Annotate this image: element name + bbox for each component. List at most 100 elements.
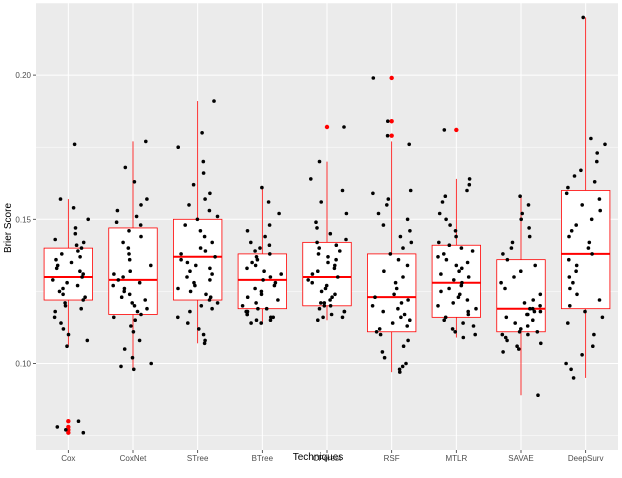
- data-point: [590, 252, 594, 256]
- data-point: [64, 428, 68, 432]
- data-point: [374, 330, 379, 334]
- data-point: [442, 252, 446, 256]
- data-point: [119, 364, 123, 369]
- data-point: [254, 301, 258, 305]
- data-point: [319, 301, 323, 305]
- data-point: [81, 240, 86, 245]
- data-point: [144, 139, 148, 144]
- data-point: [338, 249, 342, 253]
- data-point: [371, 76, 376, 80]
- data-point: [314, 220, 318, 224]
- data-point: [515, 344, 519, 349]
- data-point: [442, 318, 447, 323]
- data-point: [564, 361, 568, 366]
- data-point: [207, 208, 212, 213]
- data-point: [437, 211, 442, 216]
- data-point: [501, 350, 505, 354]
- data-point: [450, 327, 455, 331]
- data-point: [564, 191, 569, 196]
- data-point: [390, 321, 395, 325]
- data-point: [323, 286, 328, 291]
- data-point: [342, 125, 346, 129]
- data-point: [55, 425, 60, 429]
- y-tick-label: 0.10: [15, 359, 31, 368]
- data-point: [54, 257, 58, 262]
- data-point: [567, 234, 571, 239]
- data-point: [203, 197, 207, 201]
- data-point: [215, 214, 220, 219]
- data-point: [580, 353, 584, 357]
- data-point: [122, 289, 126, 294]
- data-point: [453, 229, 458, 233]
- data-point: [273, 280, 278, 285]
- x-tick-label: Cox: [61, 454, 75, 463]
- data-point: [396, 306, 400, 311]
- data-point: [121, 275, 125, 279]
- data-point: [520, 211, 524, 216]
- iqr-box: [561, 190, 611, 310]
- data-point: [245, 312, 249, 317]
- data-point: [332, 266, 337, 271]
- data-point: [112, 315, 116, 320]
- data-point: [528, 306, 532, 311]
- data-point: [333, 263, 337, 268]
- data-point: [401, 344, 406, 349]
- data-point: [334, 257, 338, 262]
- data-point: [334, 243, 339, 247]
- points-savae: [499, 194, 543, 398]
- data-point: [61, 327, 66, 331]
- data-point: [344, 211, 349, 216]
- data-point: [130, 301, 134, 305]
- data-point: [203, 338, 207, 343]
- data-point: [267, 243, 272, 247]
- data-point: [319, 200, 324, 204]
- points-cox: [51, 142, 90, 435]
- data-point: [127, 252, 131, 256]
- data-point: [531, 298, 535, 302]
- data-point: [202, 341, 207, 346]
- data-point: [203, 249, 208, 253]
- data-point: [316, 269, 320, 274]
- data-point: [261, 278, 265, 282]
- points-deepsurv: [564, 15, 607, 380]
- data-point: [249, 321, 253, 325]
- data-point: [204, 292, 208, 297]
- data-point: [505, 257, 510, 262]
- data-point: [466, 309, 471, 314]
- data-point: [571, 376, 576, 380]
- x-tick-label: DeepSurv: [568, 454, 604, 463]
- data-point: [256, 306, 260, 311]
- data-point: [382, 269, 386, 274]
- data-point: [575, 292, 579, 297]
- data-point: [61, 286, 65, 291]
- data-point: [328, 304, 333, 308]
- data-point: [194, 263, 198, 268]
- data-point: [55, 263, 60, 268]
- data-point: [535, 330, 540, 334]
- data-point: [501, 252, 505, 256]
- data-point: [66, 332, 71, 337]
- data-point: [132, 304, 137, 308]
- data-point: [176, 286, 180, 291]
- data-point: [326, 260, 330, 265]
- data-point: [459, 283, 464, 288]
- points-cforest: [306, 125, 349, 323]
- data-point: [188, 309, 192, 314]
- data-point: [402, 312, 407, 317]
- points-stree: [176, 99, 220, 346]
- data-point: [589, 217, 594, 222]
- data-point: [467, 182, 472, 187]
- boxplot-savae: [496, 196, 546, 396]
- data-point: [73, 226, 78, 230]
- data-point: [566, 321, 570, 325]
- data-point: [254, 254, 259, 259]
- data-point: [510, 240, 515, 245]
- points-coxnet: [111, 139, 153, 372]
- data-point: [78, 269, 82, 274]
- data-point: [465, 298, 470, 302]
- data-point: [54, 266, 59, 271]
- data-point: [461, 335, 466, 340]
- data-point: [185, 275, 189, 279]
- data-point: [401, 246, 405, 250]
- data-point: [579, 168, 583, 173]
